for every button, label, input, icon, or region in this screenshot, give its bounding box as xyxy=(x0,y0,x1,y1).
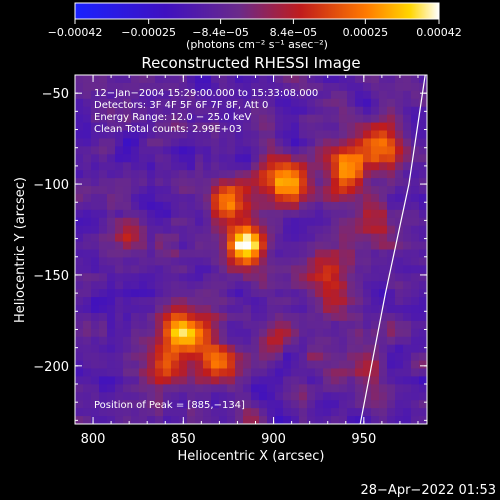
y-tick-label: −50 xyxy=(42,87,69,102)
y-tick-label: −150 xyxy=(33,269,69,284)
y-tick-label: −200 xyxy=(33,360,69,375)
colorbar-tick-label: 0.00042 xyxy=(416,26,462,39)
peak-position-label: Position of Peak = [885,−134] xyxy=(94,400,245,411)
chart-title: Reconstructed RHESSI Image xyxy=(141,54,360,72)
annotation-time-range: 12−Jan−2004 15:29:00.000 to 15:33:08.000 xyxy=(94,88,318,99)
y-tick-label: −100 xyxy=(33,178,69,193)
annotation-detectors: Detectors: 3F 4F 5F 6F 7F 8F, Att 0 xyxy=(94,100,268,111)
x-tick-label: 850 xyxy=(171,432,196,447)
colorbar-tick-label: 0.00025 xyxy=(343,26,389,39)
annotation-block: 12−Jan−2004 15:29:00.000 to 15:33:08.000… xyxy=(94,88,318,135)
colorbar-unit-label: (photons cm⁻² s⁻¹ asec⁻²) xyxy=(186,38,328,51)
colorbar-tick-label: −0.00025 xyxy=(121,26,176,39)
colorbar-tick-label: −0.00042 xyxy=(48,26,103,39)
timestamp: 28−Apr−2022 01:53 xyxy=(361,483,497,498)
x-tick-label: 950 xyxy=(351,432,376,447)
annotation-energy: Energy Range: 12.0 − 25.0 keV xyxy=(94,112,251,123)
heatmap xyxy=(75,75,427,424)
solar-limb-curve xyxy=(359,75,426,424)
plot-frame xyxy=(74,74,428,425)
axis-ticks: 800 850 900 950 −50 −100 −150 −200 xyxy=(33,74,427,447)
annotation-counts: Clean Total counts: 2.99E+03 xyxy=(94,124,242,135)
x-tick-label: 900 xyxy=(261,432,286,447)
colorbar-tick-label: −8.4e−05 xyxy=(192,26,249,39)
x-tick-label: 800 xyxy=(81,432,106,447)
colorbar-tick-label: 8.4e−05 xyxy=(270,26,317,39)
colorbar-ticks: −0.00042 −0.00025 −8.4e−05 8.4e−05 0.00025 0.… xyxy=(48,19,462,39)
x-axis-label: Heliocentric X (arcsec) xyxy=(178,449,325,464)
y-axis-label: Heliocentric Y (arcsec) xyxy=(13,177,28,323)
colorbar xyxy=(74,2,440,20)
